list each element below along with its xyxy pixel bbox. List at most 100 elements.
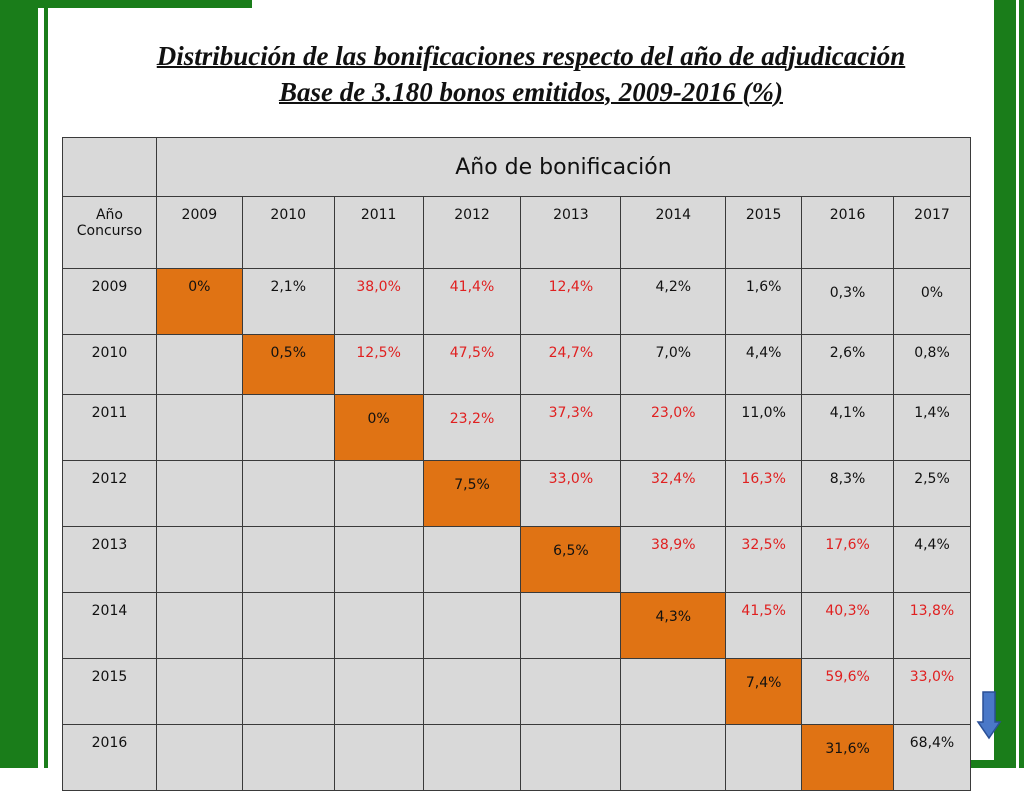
empty-cell xyxy=(333,460,424,527)
bonus-distribution-table: Año de bonificación Año Concurso 2009 201… xyxy=(62,137,972,791)
row-label: 2015 xyxy=(62,658,157,725)
empty-cell xyxy=(155,460,243,527)
empty-cell xyxy=(241,658,335,725)
column-header-2012: 2012 xyxy=(422,196,522,269)
title-line-2: Base de 3.180 bonos emitidos, 2009-2016 … xyxy=(279,77,783,107)
table-row: 2009 0% 2,1% 38,0% 41,4% 12,4% 4,2% 1,6% 0,3% 0% xyxy=(62,268,971,335)
empty-cell xyxy=(155,592,243,659)
value-cell: 23,2% xyxy=(422,394,522,461)
value-cell: 13,8% xyxy=(893,592,971,659)
empty-cell xyxy=(241,526,335,593)
value-cell: 2,1% xyxy=(241,268,335,335)
value-cell: 2,6% xyxy=(801,334,894,395)
corner-label: Año Concurso xyxy=(62,196,157,269)
title-line-1: Distribución de las bonificaciones respe… xyxy=(156,41,906,71)
empty-cell xyxy=(333,526,424,593)
diagonal-value-cell: 31,6% xyxy=(801,724,894,791)
empty-cell xyxy=(422,724,522,791)
row-label: 2009 xyxy=(62,268,157,335)
top-green-frame xyxy=(38,0,252,8)
empty-cell xyxy=(333,592,424,659)
value-cell: 4,2% xyxy=(620,268,727,335)
value-cell: 24,7% xyxy=(520,334,622,395)
empty-cell xyxy=(241,592,335,659)
value-cell: 41,4% xyxy=(422,268,522,335)
value-cell: 8,3% xyxy=(801,460,894,527)
value-cell: 16,3% xyxy=(725,460,803,527)
table-row: 2015 7,4% 59,6% 33,0% xyxy=(62,658,971,725)
slide-title: Distribución de las bonificaciones respe… xyxy=(48,38,1014,110)
value-cell: 17,6% xyxy=(801,526,894,593)
table-row: 2010 0,5% 12,5% 47,5% 24,7% 7,0% 4,4% 2,6% 0,8% xyxy=(62,334,971,395)
value-cell: 37,3% xyxy=(520,394,622,461)
value-cell: 1,4% xyxy=(893,394,971,461)
value-cell: 4,4% xyxy=(725,334,803,395)
diagonal-value-cell: 0% xyxy=(333,394,424,461)
row-label: 2013 xyxy=(62,526,157,593)
empty-cell xyxy=(520,592,622,659)
empty-cell xyxy=(422,526,522,593)
left-green-rule xyxy=(44,0,48,768)
row-label: 2012 xyxy=(62,460,157,527)
empty-cell xyxy=(155,394,243,461)
value-cell: 23,0% xyxy=(620,394,727,461)
value-cell: 40,3% xyxy=(801,592,894,659)
diagonal-value-cell: 0% xyxy=(155,268,243,335)
empty-cell xyxy=(725,724,803,791)
column-header-2009: 2009 xyxy=(155,196,243,269)
empty-cell xyxy=(155,724,243,791)
value-cell: 38,0% xyxy=(333,268,424,335)
value-cell: 33,0% xyxy=(893,658,971,725)
column-header-2011: 2011 xyxy=(333,196,424,269)
empty-cell xyxy=(520,658,622,725)
row-label: 2014 xyxy=(62,592,157,659)
diagonal-value-cell: 4,3% xyxy=(620,592,727,659)
empty-cell xyxy=(333,724,424,791)
value-cell: 41,5% xyxy=(725,592,803,659)
value-cell: 38,9% xyxy=(620,526,727,593)
table-row: 2012 7,5% 33,0% 32,4% 16,3% 8,3% 2,5% xyxy=(62,460,971,527)
table-row: 2014 4,3% 41,5% 40,3% 13,8% xyxy=(62,592,971,659)
value-cell: 4,4% xyxy=(893,526,971,593)
value-cell: 68,4% xyxy=(893,724,971,791)
row-label: 2010 xyxy=(62,334,157,395)
corner-empty-cell xyxy=(62,137,157,197)
column-header-2010: 2010 xyxy=(241,196,335,269)
diagonal-value-cell: 7,4% xyxy=(725,658,803,725)
left-green-frame xyxy=(0,0,38,768)
empty-cell xyxy=(333,658,424,725)
empty-cell xyxy=(241,724,335,791)
value-cell: 32,5% xyxy=(725,526,803,593)
value-cell: 33,0% xyxy=(520,460,622,527)
empty-cell xyxy=(241,460,335,527)
group-header: Año de bonificación xyxy=(155,137,972,197)
value-cell: 1,6% xyxy=(725,268,803,335)
empty-cell xyxy=(422,658,522,725)
empty-cell xyxy=(620,724,727,791)
table-row: 2011 0% 23,2% 37,3% 23,0% 11,0% 4,1% 1,4% xyxy=(62,394,971,461)
empty-cell xyxy=(155,658,243,725)
row-label: 2016 xyxy=(62,724,157,791)
value-cell: 12,5% xyxy=(333,334,424,395)
value-cell: 7,0% xyxy=(620,334,727,395)
empty-cell xyxy=(155,526,243,593)
column-header-2013: 2013 xyxy=(520,196,622,269)
column-header-2017: 2017 xyxy=(893,196,971,269)
value-cell: 0,3% xyxy=(801,268,894,335)
right-green-frame xyxy=(994,0,1024,768)
value-cell: 47,5% xyxy=(422,334,522,395)
empty-cell xyxy=(241,394,335,461)
right-frame-gap xyxy=(1016,0,1019,768)
column-header-2015: 2015 xyxy=(725,196,803,269)
down-arrow-icon[interactable] xyxy=(976,690,1002,740)
column-header-2016: 2016 xyxy=(801,196,894,269)
empty-cell xyxy=(155,334,243,395)
table-row: 2016 31,6% 68,4% xyxy=(62,724,971,791)
value-cell: 4,1% xyxy=(801,394,894,461)
diagonal-value-cell: 6,5% xyxy=(520,526,622,593)
empty-cell xyxy=(520,724,622,791)
value-cell: 11,0% xyxy=(725,394,803,461)
value-cell: 12,4% xyxy=(520,268,622,335)
column-header-2014: 2014 xyxy=(620,196,727,269)
empty-cell xyxy=(422,592,522,659)
